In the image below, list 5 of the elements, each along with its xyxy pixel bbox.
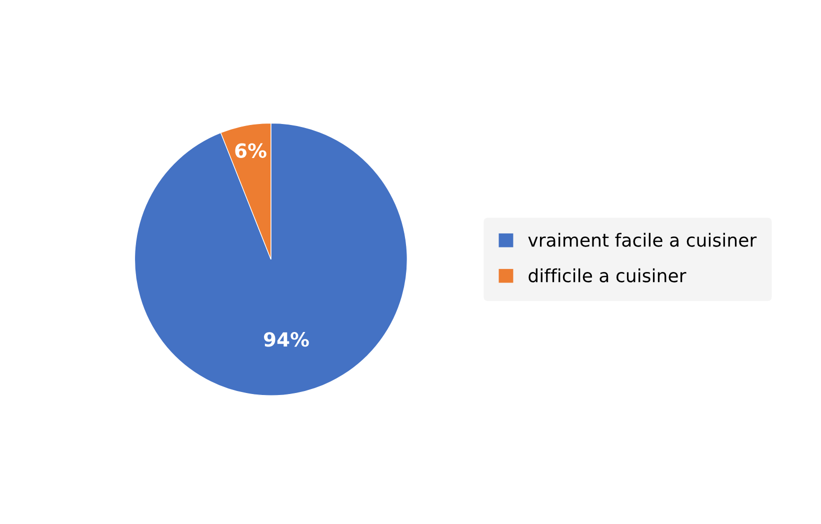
pie-slice <box>134 122 408 396</box>
data-label: 94% <box>264 332 309 347</box>
legend-label: difficile a cuisiner <box>528 268 686 282</box>
data-label: 6% <box>235 143 266 158</box>
legend-label: vraiment facile a cuisiner <box>528 232 757 247</box>
